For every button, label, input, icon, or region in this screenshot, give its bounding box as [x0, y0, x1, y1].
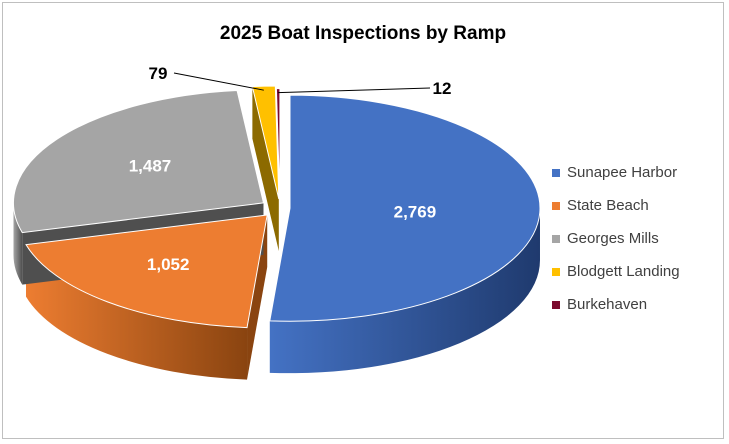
legend-label: Burkehaven — [567, 296, 648, 313]
pie-wall-blodgett-landing — [252, 86, 279, 251]
data-label-georges-mills: 1,487 — [129, 157, 172, 176]
legend-swatch — [552, 234, 560, 243]
leader-line-burkehaven — [278, 87, 431, 94]
legend-item-burkehaven: Burkehaven — [552, 288, 680, 321]
legend-item-state-beach: State Beach — [552, 189, 680, 222]
legend-swatch — [552, 168, 560, 177]
data-label-state-beach: 1,052 — [147, 255, 190, 274]
legend-swatch — [552, 201, 560, 210]
pie-side-georges-mills — [13, 202, 23, 285]
legend-label: Georges Mills — [567, 230, 659, 247]
pie-side-state-beach — [25, 244, 248, 380]
pie-slice-sunapee-harbor — [269, 94, 541, 322]
pie-slice-burkehaven — [275, 88, 281, 202]
legend-item-georges-mills: Georges Mills — [552, 222, 680, 255]
legend-swatch — [552, 300, 560, 309]
pie-side-sunapee-harbor — [269, 208, 540, 374]
legend-item-sunapee-harbor: Sunapee Harbor — [552, 156, 680, 189]
legend-label: Sunapee Harbor — [567, 164, 678, 181]
legend: Sunapee Harbor State Beach Georges Mills… — [552, 156, 680, 321]
legend-item-blodgett-landing: Blodgett Landing — [552, 255, 680, 288]
data-label-blodgett-landing: 79 — [149, 64, 168, 83]
pie-slice-state-beach — [25, 214, 268, 329]
legend-label: State Beach — [567, 197, 649, 214]
pie-slice-georges-mills — [12, 90, 265, 234]
data-label-burkehaven: 12 — [433, 79, 452, 98]
legend-swatch — [552, 267, 560, 276]
legend-label: Blodgett Landing — [567, 263, 680, 280]
pie-wall-state-beach — [247, 214, 268, 380]
data-label-sunapee-harbor: 2,769 — [394, 203, 437, 222]
chart-title: 2025 Boat Inspections by Ramp — [219, 23, 507, 44]
pie-slice-blodgett-landing — [251, 85, 280, 200]
leader-line-blodgett-landing — [173, 72, 264, 91]
